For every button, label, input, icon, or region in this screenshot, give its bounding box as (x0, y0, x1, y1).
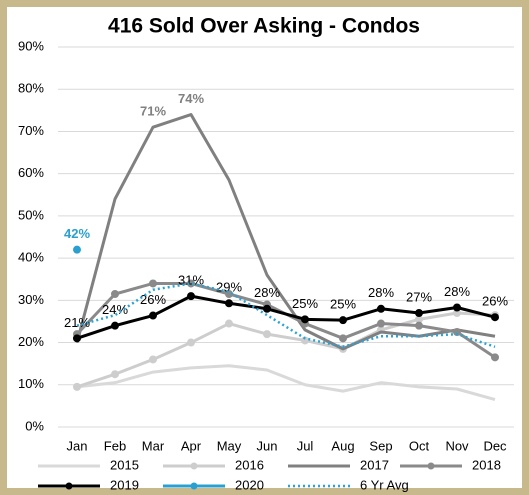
data-label: 74% (178, 91, 204, 106)
point-marker (225, 319, 233, 328)
point-marker (415, 321, 423, 330)
x-tick-label: May (217, 438, 242, 453)
data-label: 21% (64, 315, 90, 330)
x-tick-label: Apr (181, 438, 202, 453)
y-tick-label: 10% (18, 376, 44, 391)
x-tick-label: Aug (331, 438, 354, 453)
series-line (75, 113, 496, 351)
data-label: 27% (406, 289, 432, 304)
legend-label: 2019 (110, 477, 139, 492)
series-line (76, 294, 496, 340)
data-label: 42% (64, 226, 90, 241)
y-tick-label: 70% (18, 123, 44, 138)
data-label: 25% (292, 296, 318, 311)
x-tick-label: Jan (67, 438, 88, 453)
series-line (76, 364, 496, 402)
chart-title: 416 Sold Over Asking - Condos (108, 15, 420, 38)
point-marker (73, 334, 81, 343)
point-marker (73, 382, 81, 391)
point-marker (301, 315, 309, 324)
x-tick-label: Sep (369, 438, 392, 453)
point-marker (415, 309, 423, 317)
y-tick-label: 50% (18, 207, 44, 222)
y-tick-label: 40% (18, 250, 44, 265)
legend-label: 2018 (472, 457, 501, 472)
point-marker (377, 319, 385, 328)
point-marker (263, 330, 271, 339)
data-label: 28% (444, 284, 470, 299)
series-line (76, 311, 496, 389)
legend-marker (65, 482, 73, 490)
data-label: 28% (254, 285, 280, 300)
x-tick-label: Oct (409, 438, 430, 453)
data-label: 26% (140, 292, 166, 307)
data-label: 29% (216, 280, 242, 295)
data-label: 24% (102, 302, 128, 317)
legend-label: 2015 (110, 457, 139, 472)
chart-area (7, 7, 522, 488)
x-tick-label: Dec (483, 438, 507, 453)
point-marker (149, 279, 157, 288)
point-marker (149, 355, 157, 364)
legend-marker (190, 482, 198, 490)
point-marker (339, 334, 347, 343)
x-tick-label: Jul (297, 438, 314, 453)
y-tick-label: 20% (18, 334, 44, 349)
point-marker (187, 338, 195, 347)
x-tick-label: Feb (104, 438, 126, 453)
point-marker (111, 370, 119, 379)
point-marker (187, 292, 195, 301)
point-marker (73, 245, 81, 254)
legend-label: 2020 (235, 477, 264, 492)
point-marker (111, 321, 119, 330)
y-tick-label: 80% (18, 81, 44, 96)
y-tick-label: 30% (18, 292, 44, 307)
data-label: 25% (330, 297, 356, 312)
point-marker (377, 304, 385, 313)
x-tick-label: Jun (257, 438, 278, 453)
y-tick-label: 90% (18, 38, 44, 53)
x-tick-label: Nov (445, 438, 469, 453)
point-marker (491, 313, 499, 322)
point-marker (225, 299, 233, 308)
point-marker (263, 304, 271, 313)
point-marker (339, 316, 347, 325)
x-tick-label: Mar (142, 438, 165, 453)
point-marker (491, 353, 499, 362)
point-marker (111, 290, 119, 298)
data-label: 26% (482, 294, 508, 309)
data-label: 28% (368, 285, 394, 300)
legend-label: 2017 (360, 457, 389, 472)
point-marker (453, 303, 461, 312)
y-tick-label: 60% (18, 165, 44, 180)
legend-label: 2016 (235, 457, 264, 472)
point-marker (453, 328, 461, 336)
data-label: 71% (140, 104, 166, 119)
data-label: 31% (178, 273, 204, 288)
point-marker (149, 311, 157, 320)
legend-marker (427, 462, 435, 470)
legend-label: 6 Yr Avg (360, 477, 409, 492)
y-tick-label: 0% (25, 418, 44, 433)
legend-marker (190, 462, 198, 470)
